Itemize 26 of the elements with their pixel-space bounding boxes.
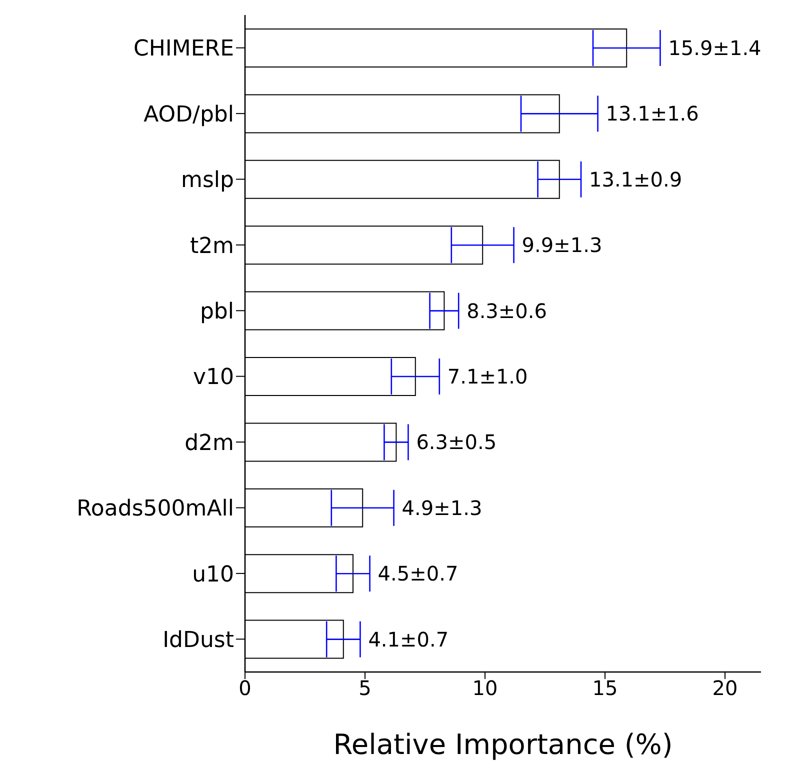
y-tick-label: IdDust (162, 628, 234, 653)
y-tick-label: d2m (184, 430, 234, 456)
y-tick-label: CHIMERE (134, 36, 234, 62)
data-label: 7.1±1.0 (447, 364, 528, 388)
data-label: 15.9±1.4 (668, 36, 762, 60)
data-label: 4.5±0.7 (378, 562, 458, 586)
data-label: 13.1±1.6 (606, 102, 699, 126)
x-tick-label: 15 (592, 676, 618, 700)
data-label: 13.1±0.9 (589, 167, 682, 192)
y-tick-label: mslp (181, 168, 234, 194)
data-label: 6.3±0.5 (416, 430, 497, 454)
data-label: 4.9±1.3 (402, 496, 482, 520)
x-tick-label: 10 (472, 676, 498, 700)
x-tick-label: 0 (238, 676, 252, 700)
data-label: 9.9±1.3 (522, 233, 602, 258)
y-tick-label: t2m (190, 234, 234, 259)
x-tick-label: 20 (712, 676, 738, 700)
y-tick-label: Roads500mAll (76, 496, 234, 522)
y-tick-label: u10 (192, 562, 234, 588)
y-tick-label: AOD/pbl (144, 102, 234, 128)
x-tick-label: 5 (358, 676, 372, 700)
x-axis-title: Relative Importance (%) (333, 728, 673, 761)
data-label: 4.1±0.7 (368, 627, 449, 652)
y-tick-label: pbl (200, 299, 234, 324)
data-label: 8.3±0.6 (466, 298, 547, 323)
y-tick-label: v10 (192, 365, 234, 390)
